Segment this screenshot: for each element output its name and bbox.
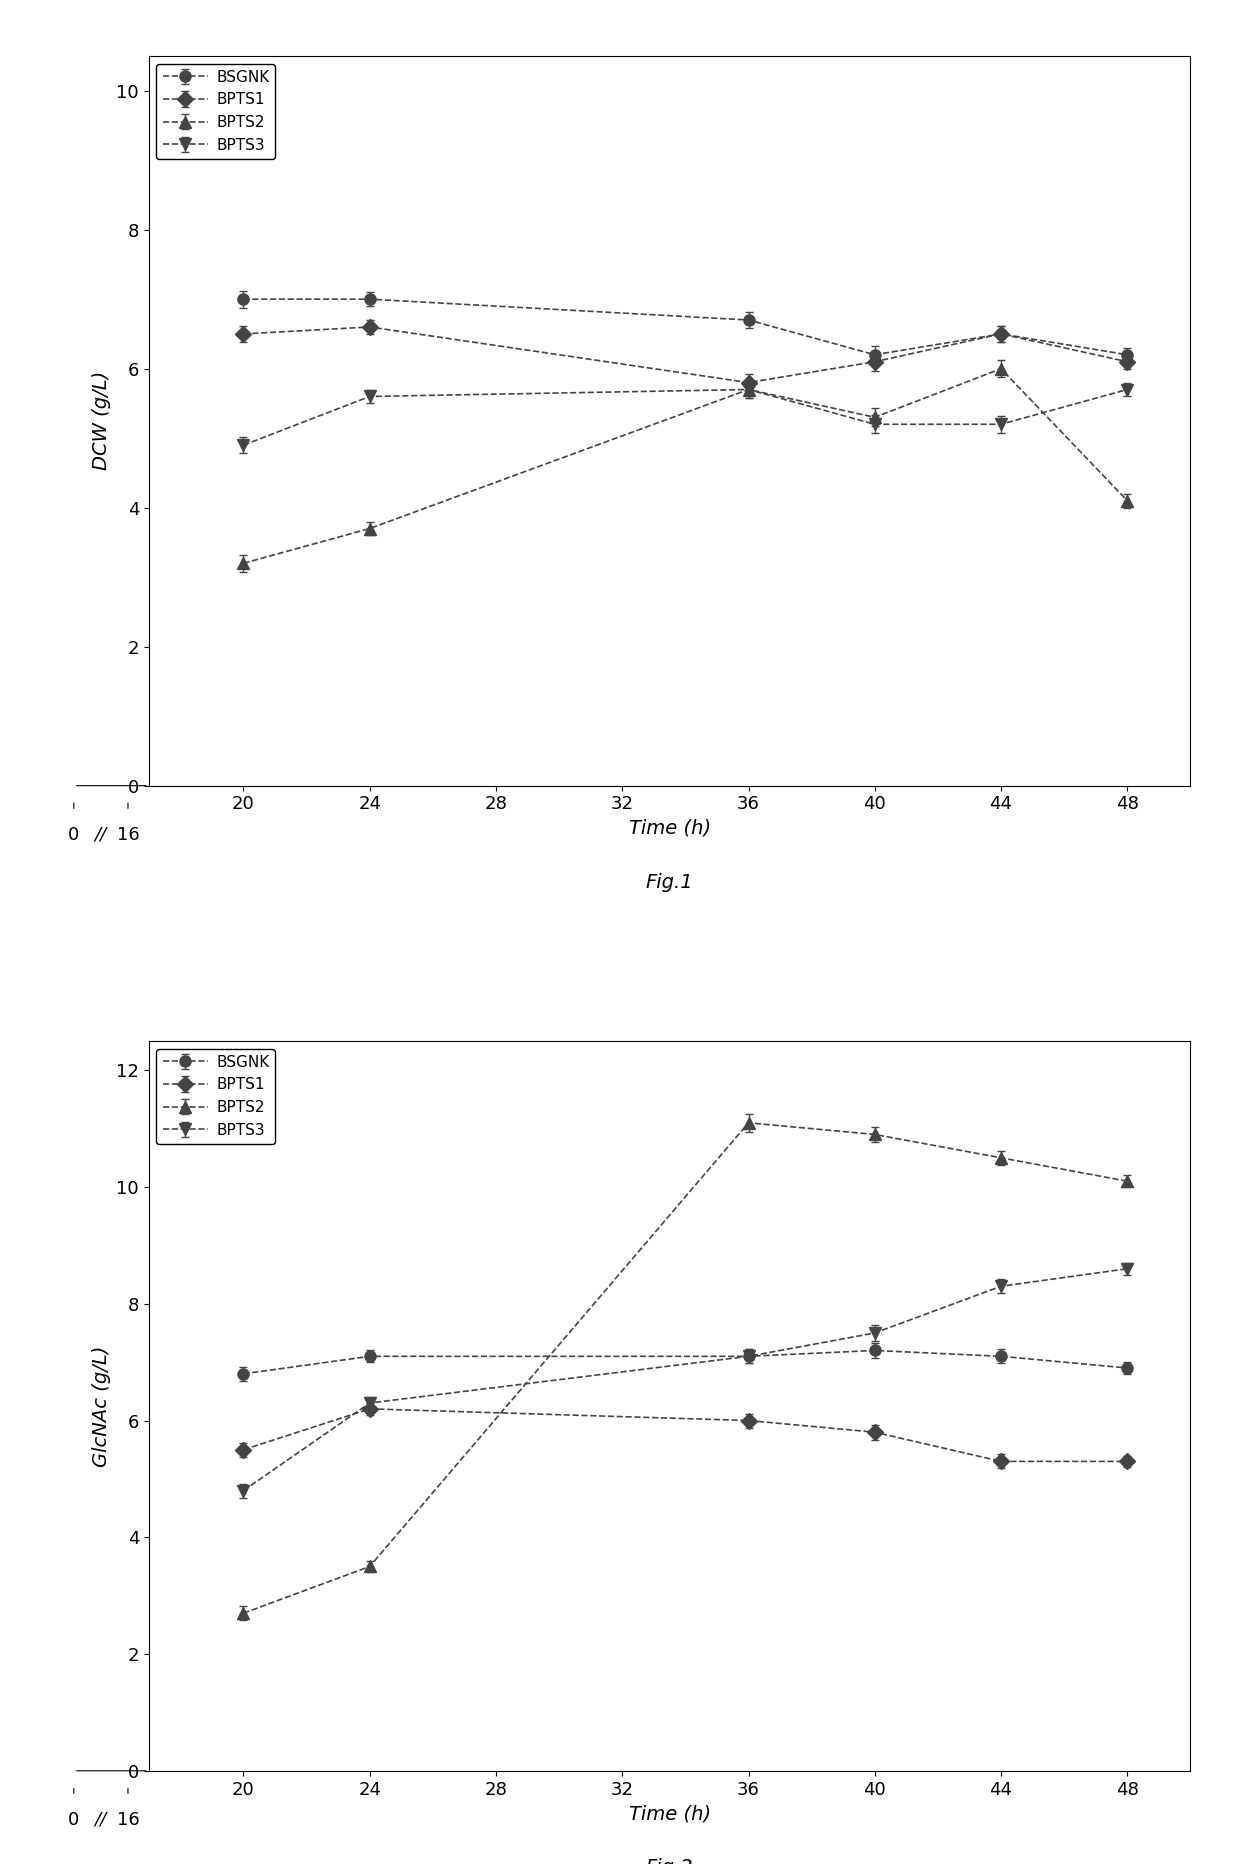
Text: //: //: [94, 826, 107, 844]
Text: 0: 0: [68, 826, 79, 844]
Text: Fig.2: Fig.2: [646, 1858, 693, 1864]
Y-axis label: DCW (g/L): DCW (g/L): [92, 371, 110, 470]
X-axis label: Time (h): Time (h): [629, 818, 711, 839]
Y-axis label: GlcNAc (g/L): GlcNAc (g/L): [92, 1346, 110, 1467]
Text: 0: 0: [68, 1812, 79, 1829]
Text: Fig.1: Fig.1: [646, 872, 693, 893]
X-axis label: Time (h): Time (h): [629, 1804, 711, 1823]
Text: 16: 16: [117, 1812, 139, 1829]
Text: //: //: [94, 1812, 107, 1829]
Legend: BSGNK, BPTS1, BPTS2, BPTS3: BSGNK, BPTS1, BPTS2, BPTS3: [156, 63, 275, 158]
Legend: BSGNK, BPTS1, BPTS2, BPTS3: BSGNK, BPTS1, BPTS2, BPTS3: [156, 1049, 275, 1144]
Text: 16: 16: [117, 826, 139, 844]
